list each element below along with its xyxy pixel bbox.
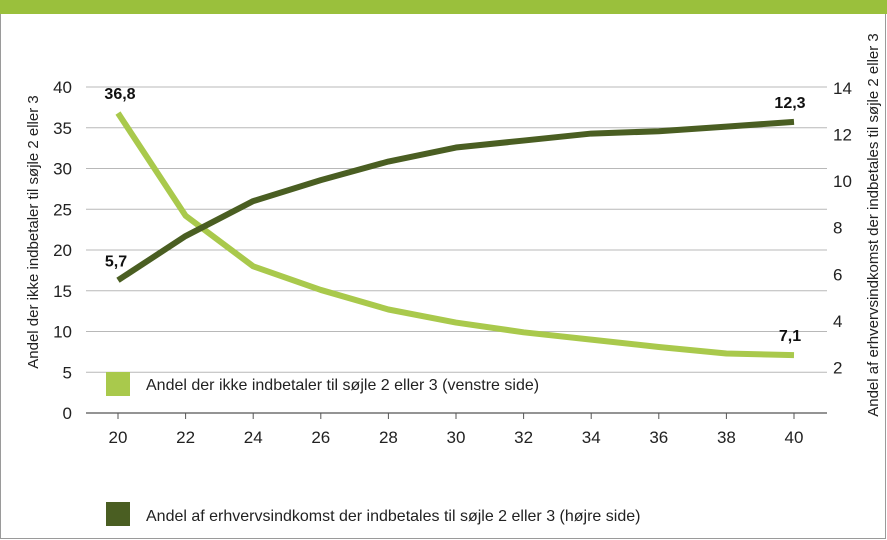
- x-tick-label: 24: [244, 428, 263, 447]
- y-left-tick-label: 0: [63, 404, 72, 423]
- y-axis-left-title: Andel der ikke indbetaler til søjle 2 el…: [25, 95, 42, 368]
- x-tick-label: 32: [514, 428, 533, 447]
- x-axis: 20 22 24 26 28 30 32 34 36 38 40: [86, 412, 827, 447]
- y-left-tick-label: 10: [53, 323, 72, 342]
- x-tick-label: 22: [176, 428, 195, 447]
- x-tick-label: 20: [109, 428, 128, 447]
- y-axis-right-title: Andel af erhvervsindkomst der indbetales…: [865, 33, 882, 417]
- y-axis-left: 0 5 10 15 20 25 30 35 40: [53, 78, 72, 423]
- grid-lines: [86, 86, 827, 414]
- data-label: 5,7: [105, 253, 127, 270]
- legend-swatch-right-series: [106, 502, 130, 526]
- x-tick-label: 34: [582, 428, 601, 447]
- data-label: 36,8: [104, 86, 135, 103]
- y-right-tick-label: 8: [833, 219, 842, 238]
- y-left-tick-label: 15: [53, 282, 72, 301]
- data-labels: 36,8 7,1 5,7 12,3: [104, 86, 805, 345]
- top-accent-bar: [0, 0, 887, 14]
- y-right-tick-label: 12: [833, 126, 852, 145]
- x-tick-label: 26: [311, 428, 330, 447]
- y-left-tick-label: 30: [53, 160, 72, 179]
- x-tick-label: 30: [447, 428, 466, 447]
- y-left-tick-label: 35: [53, 119, 72, 138]
- chart-frame: [0, 14, 886, 539]
- series-lines: [115, 111, 795, 359]
- y-right-tick-label: 14: [833, 79, 852, 98]
- x-tick-label: 40: [785, 428, 804, 447]
- y-right-tick-label: 6: [833, 265, 842, 284]
- y-left-tick-label: 25: [53, 200, 72, 219]
- series-line-left: [115, 111, 795, 359]
- y-right-tick-label: 2: [833, 358, 842, 377]
- x-tick-label: 38: [717, 428, 736, 447]
- y-left-tick-label: 40: [53, 78, 72, 97]
- y-axis-right: 2 4 6 8 10 12 14: [833, 79, 852, 377]
- y-right-tick-label: 4: [833, 312, 842, 331]
- x-tick-label: 28: [379, 428, 398, 447]
- series-line-right: [116, 118, 795, 283]
- y-left-tick-label: 5: [63, 363, 72, 382]
- legend: Andel der ikke indbetaler til søjle 2 el…: [106, 372, 640, 526]
- data-label: 7,1: [779, 328, 801, 345]
- legend-label-right-series: Andel af erhvervsindkomst der indbetales…: [146, 508, 640, 525]
- legend-label-left-series: Andel der ikke indbetaler til søjle 2 el…: [146, 377, 539, 394]
- x-tick-label: 36: [649, 428, 668, 447]
- y-left-tick-label: 20: [53, 241, 72, 260]
- y-right-tick-label: 10: [833, 172, 852, 191]
- legend-swatch-left-series: [106, 372, 130, 396]
- data-label: 12,3: [774, 95, 805, 112]
